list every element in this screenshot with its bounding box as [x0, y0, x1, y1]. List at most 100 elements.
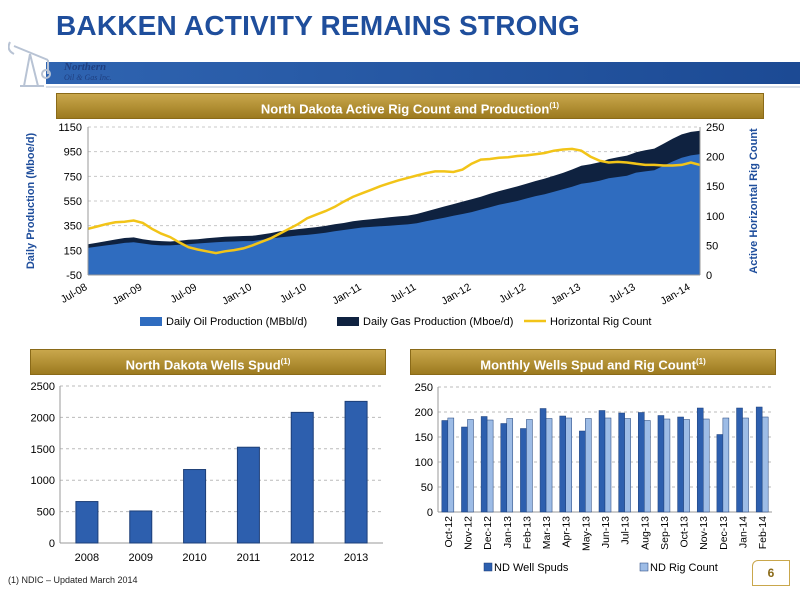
- y-tick-label: 1500: [31, 444, 55, 456]
- spud-bar: [618, 412, 625, 513]
- y-tick-label: 2500: [31, 381, 55, 393]
- y2-tick-label: 200: [706, 152, 724, 164]
- x-tick-label: Jun-13: [600, 516, 612, 548]
- rig-bar: [663, 418, 671, 513]
- y-tick-label: 50: [421, 482, 433, 494]
- x-tick-label: Jul-12: [497, 281, 528, 306]
- rig-count-line: [87, 147, 701, 255]
- y-tick-label: -50: [66, 270, 82, 282]
- left-chart-title-bar: North Dakota Wells Spud(1): [30, 349, 386, 375]
- x-tick-label: Jul-11: [388, 281, 418, 305]
- legend-label: ND Well Spuds: [494, 562, 569, 574]
- y2-tick-label: 50: [706, 240, 718, 252]
- y-tick-label: 200: [415, 407, 433, 419]
- x-tick-label: Dec-12: [482, 516, 494, 550]
- rig-bar: [742, 417, 749, 513]
- spud-bar: [579, 430, 586, 513]
- spud-bar: [755, 406, 763, 513]
- rig-bar: [506, 418, 514, 513]
- x-tick-label: 2013: [344, 552, 368, 564]
- spud-bar: [539, 408, 547, 513]
- x-tick-label: Oct-13: [679, 516, 691, 548]
- y-tick-label: 350: [64, 221, 82, 233]
- spud-bar: [520, 428, 527, 513]
- x-tick-label: Dec-13: [718, 516, 730, 550]
- rig-bar: [644, 420, 651, 513]
- y-tick-label: 1150: [58, 122, 82, 134]
- spud-bar: [677, 416, 684, 513]
- pumpjack-logo-icon: [8, 41, 51, 87]
- x-tick-label: Jul-10: [278, 281, 309, 306]
- y-tick-label: 150: [415, 432, 433, 444]
- y-tick-label: 750: [64, 171, 82, 183]
- x-tick-label: Nov-12: [462, 516, 474, 550]
- bar: [344, 400, 368, 544]
- legend-swatch: [639, 562, 649, 572]
- top-chart-title: North Dakota Active Rig Count and Produc…: [260, 101, 550, 117]
- bar: [236, 446, 260, 544]
- rig-bar: [447, 417, 455, 513]
- page-number: 6: [752, 560, 790, 586]
- spud-bar: [736, 407, 743, 513]
- y2-tick-label: 250: [706, 122, 724, 134]
- x-tick-label: 2012: [290, 552, 314, 564]
- x-tick-label: Jul-13: [607, 281, 638, 306]
- y-tick-label: 500: [37, 507, 55, 519]
- rig-bar: [624, 418, 631, 513]
- spud-bar: [559, 415, 566, 513]
- y-tick-label: 950: [64, 147, 82, 159]
- header-band: [46, 62, 800, 84]
- x-tick-label: Jan-13: [549, 281, 583, 308]
- spud-bar: [461, 426, 468, 513]
- x-tick-label: Jan-12: [439, 281, 473, 308]
- footnote: (1) NDIC – Updated March 2014: [8, 575, 138, 585]
- spud-bar: [598, 410, 606, 513]
- x-tick-label: Jul-08: [59, 281, 90, 306]
- rig-bar: [467, 419, 474, 513]
- y2-tick-label: 0: [706, 270, 712, 282]
- y-tick-label: 0: [427, 507, 433, 519]
- x-tick-label: Oct-12: [443, 516, 455, 548]
- logo-subtitle: Oil & Gas Inc.: [64, 73, 112, 82]
- left-chart-title: North Dakota Wells Spud: [125, 357, 281, 373]
- rig-bar: [761, 416, 769, 513]
- top-chart-footnote-ref: (1): [549, 101, 560, 110]
- rig-bar: [683, 419, 690, 513]
- right-chart-footnote-ref: (1): [695, 357, 706, 366]
- rig-bar: [722, 417, 730, 513]
- y-tick-label: 250: [415, 382, 433, 394]
- y-axis-label: Daily Production (Mboe/d): [25, 133, 37, 270]
- logo-name: Northern: [64, 61, 107, 73]
- x-tick-label: Jan-14: [659, 281, 693, 308]
- bar: [129, 510, 153, 544]
- y-tick-label: 1000: [31, 475, 55, 487]
- legend-label: Horizontal Rig Count: [550, 316, 652, 328]
- rig-bar: [545, 418, 553, 513]
- x-tick-label: Sep-13: [659, 516, 671, 550]
- wells-spud-chart: 0 500 1000 1500 2000 2500 2008 2009 2010 2011 2012…: [31, 381, 383, 564]
- x-tick-label: Mar-13: [541, 516, 553, 549]
- slide-title: BAKKEN ACTIVITY REMAINS STRONG: [56, 10, 581, 41]
- monthly-spud-rig-chart: 0 50 100 150 200 250 Oct-12 Nov-12 Dec-12 Jan-13 F…: [415, 382, 772, 574]
- spud-bar: [696, 407, 704, 513]
- oil-production-area: [88, 154, 700, 275]
- x-tick-label: 2010: [182, 552, 206, 564]
- x-tick-label: Aug-13: [639, 516, 651, 550]
- legend-swatch: [337, 317, 359, 326]
- y-tick-label: 550: [64, 196, 82, 208]
- rig-bar: [526, 419, 533, 513]
- x-tick-label: 2009: [129, 552, 153, 564]
- legend-swatch: [483, 562, 493, 572]
- bar: [75, 501, 99, 544]
- y-tick-label: 150: [64, 245, 82, 257]
- production-rig-chart: -50 150 350 550 750 950 1150 0 50 100 150 200 250 Jul…: [25, 122, 760, 328]
- x-tick-label: Jan-13: [502, 516, 514, 548]
- rig-bar: [702, 418, 710, 513]
- x-tick-label: Feb-14: [757, 516, 769, 549]
- legend-label: Daily Gas Production (Mboe/d): [363, 316, 513, 328]
- x-tick-label: Jul-09: [168, 281, 199, 306]
- rig-bar: [604, 417, 612, 513]
- x-tick-label: Jan-14: [738, 516, 750, 548]
- header-band-rule: [46, 86, 800, 88]
- x-tick-label: Jul-13: [620, 516, 632, 545]
